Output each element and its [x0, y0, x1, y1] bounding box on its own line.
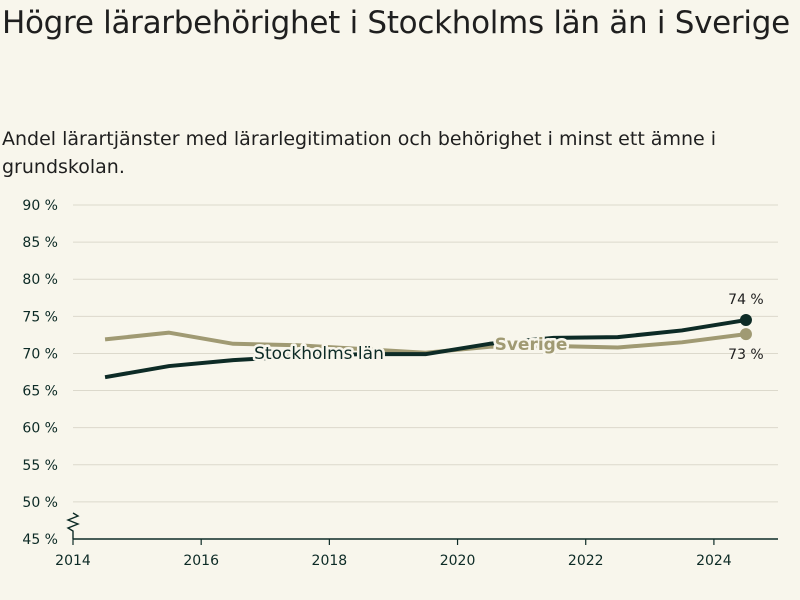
grid-lines [73, 204, 778, 503]
y-tick-label: 55 % [22, 458, 58, 474]
end-value-label: 74 % [728, 292, 764, 308]
y-tick-label: 50 % [22, 495, 58, 511]
y-tick-label: 60 % [22, 421, 58, 437]
end-value-label: 73 % [728, 347, 764, 363]
y-tick-label: 65 % [22, 384, 58, 400]
y-tick-label: 90 % [22, 198, 58, 214]
series-end-point [739, 328, 752, 341]
series-name-label: Sverige [495, 335, 568, 355]
x-tick-label: 2024 [696, 553, 732, 569]
x-tick-label: 2016 [183, 553, 219, 569]
x-tick-label: 2022 [568, 553, 604, 569]
x-tick-label: 2018 [312, 553, 348, 569]
series-lines [104, 314, 752, 380]
series-name-label: Stockholms län [254, 344, 384, 364]
y-tick-label: 70 % [22, 346, 58, 362]
series-end-point [739, 314, 752, 327]
chart-subtitle: Andel lärartjänster med lärarlegitimatio… [2, 128, 717, 178]
x-tick-label: 2014 [55, 553, 91, 569]
x-tick-label: 2020 [440, 553, 476, 569]
y-axis-ticks: 45 % 50 % 55 % 60 % 65 % 70 % 75 % 80 % 85 % 90 % [22, 198, 58, 548]
y-tick-label: 80 % [22, 272, 58, 288]
chart-title: Högre lärarbehörighet i Stockholms län ä… [2, 5, 790, 41]
y-tick-label: 45 % [22, 532, 58, 548]
y-tick-label: 85 % [22, 235, 58, 251]
x-axis: 2014 2016 2018 2020 2022 2024 [55, 512, 778, 569]
series-line [104, 318, 747, 380]
series-labels: 74 % 73 % Stockholms län Sverige [252, 292, 764, 366]
axis-break-icon [66, 512, 80, 539]
y-tick-label: 75 % [22, 309, 58, 325]
